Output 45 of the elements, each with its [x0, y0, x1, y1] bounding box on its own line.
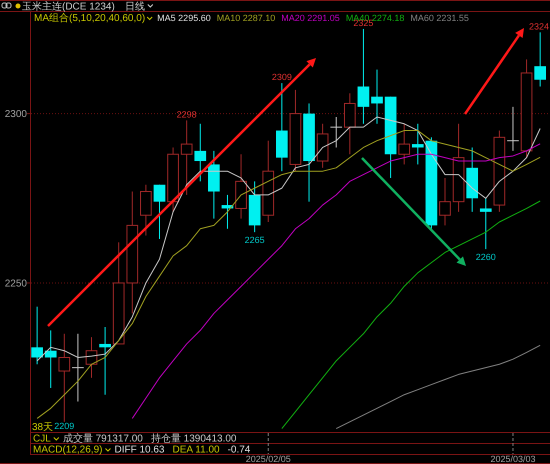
candlestick [99, 326, 111, 396]
text: 成交量 791317.00 [62, 432, 144, 444]
annotation: 38天 [32, 422, 54, 433]
y-tick-label: 2250 [4, 278, 28, 290]
line-series [36, 130, 541, 419]
candlestick [534, 32, 546, 88]
x-tick-label: 2025/03/03 [490, 454, 536, 464]
candlestick [44, 330, 57, 388]
text: 持仓量 1390413.00 [150, 432, 237, 444]
text: DIFF 10.63 [114, 444, 165, 456]
text: MACD(12,26,9) [33, 444, 102, 456]
annotation: 2260 [476, 252, 496, 262]
annotation: 2298 [176, 109, 197, 120]
candlestick [58, 333, 70, 422]
line-series [132, 143, 541, 419]
candlestick [180, 120, 193, 196]
y-tick-label: 2300 [4, 109, 28, 120]
candlestick [398, 123, 410, 165]
candlestick [31, 306, 43, 365]
candlestick [506, 106, 520, 152]
annotation: 2209 [54, 421, 74, 431]
text: -0.74 [228, 444, 251, 456]
line-series [281, 200, 541, 430]
candlestick [222, 194, 234, 230]
text: MA5 2295.60 [157, 13, 211, 23]
text: CJL [33, 434, 52, 444]
text: DEA 11.00 [172, 444, 220, 456]
candlestick [86, 336, 98, 378]
candlestick [154, 184, 166, 240]
text: MA60 2231.55 [410, 13, 469, 23]
candlestick [194, 123, 206, 182]
line-series [336, 344, 541, 430]
candlestick [140, 184, 152, 236]
candlestick [412, 123, 424, 165]
candlestick [344, 92, 356, 155]
text: MA20 2291.05 [281, 13, 340, 23]
candlestick [480, 198, 492, 250]
legend-title: MA组合(5,10,20,40,60,0) [34, 12, 146, 24]
chart-subtitle: 日线 [124, 0, 145, 12]
annotation: 2324 [528, 21, 549, 32]
x-tick-label: 2025/02/05 [246, 454, 291, 464]
annotation: 2309 [272, 72, 292, 82]
chart-title: 玉米主连(DCE 1234) [22, 0, 115, 12]
text: MA10 2287.10 [216, 13, 276, 23]
annotation: 2265 [244, 235, 265, 246]
